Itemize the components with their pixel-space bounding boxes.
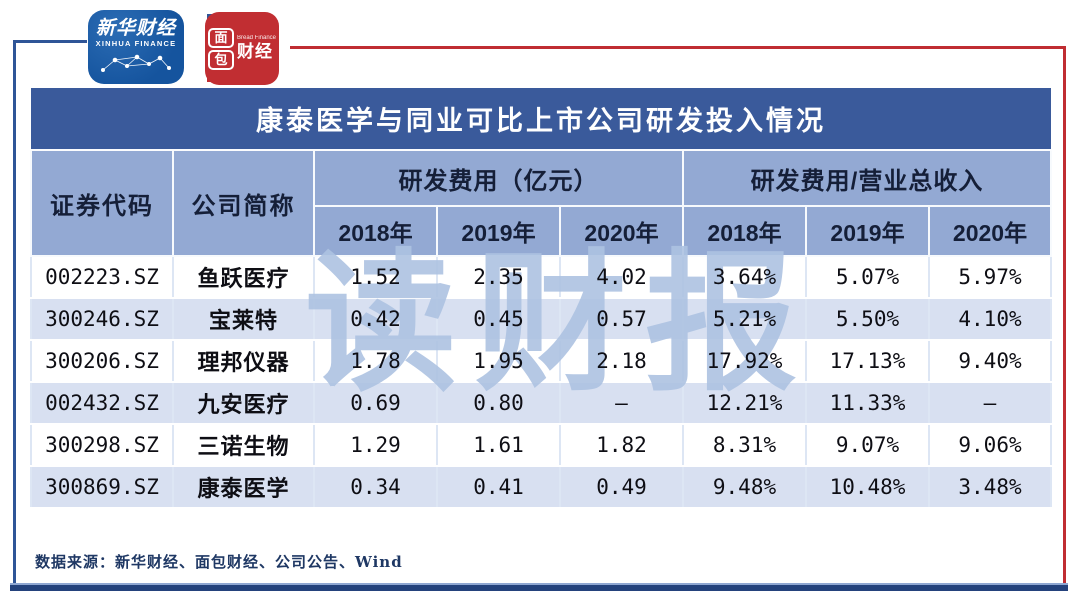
fee-2018-cell: 1.78: [313, 339, 438, 383]
table-year-header-row: 2018年 2019年 2020年 2018年 2019年 2020年: [31, 205, 1052, 257]
company-name-cell: 鱼跃医疗: [172, 255, 315, 299]
xinhua-logo-en-text: XINHUA FINANCE: [95, 39, 177, 48]
fee-2019-cell: 1.95: [436, 339, 561, 383]
fee-2018-cell: 0.69: [313, 381, 438, 425]
fee-2019-cell: 0.41: [436, 465, 561, 509]
fee-2018-cell: 1.29: [313, 423, 438, 467]
company-name-cell: 理邦仪器: [172, 339, 315, 383]
bread-logo-right: Bread Finance 财经: [237, 35, 276, 62]
bread-logo-en-text: Bread Finance: [236, 35, 277, 41]
frame-line-right: [1063, 46, 1066, 586]
fee-2018-cell: 1.52: [313, 255, 438, 299]
company-name-cell: 宝莱特: [172, 297, 315, 341]
table-title: 康泰医学与同业可比上市公司研发投入情况: [31, 88, 1051, 151]
header-ratio-2019: 2019年: [805, 205, 930, 257]
header-fee-2020: 2020年: [559, 205, 684, 257]
xinhua-finance-logo: 新华财经 XINHUA FINANCE: [88, 10, 184, 84]
bread-logo-char-mian: 面: [207, 27, 234, 48]
ratio-2020-cell: 9.06%: [928, 423, 1052, 467]
fee-2020-cell: –: [559, 381, 684, 425]
stock-code-cell: 300298.SZ: [30, 423, 174, 467]
bread-logo-seal: 面 包: [207, 27, 234, 70]
stock-code-cell: 002432.SZ: [30, 381, 174, 425]
fee-2020-cell: 0.49: [559, 465, 684, 509]
company-name-cell: 九安医疗: [172, 381, 315, 425]
table-group-header-row: 证券代码 公司简称 研发费用（亿元） 研发费用/营业总收入: [30, 149, 1052, 257]
header-group-rd-fee: 研发费用（亿元）: [313, 149, 684, 207]
header-group-rd-ratio: 研发费用/营业总收入: [682, 149, 1052, 207]
ratio-2019-cell: 5.50%: [805, 297, 930, 341]
header-ratio-2018: 2018年: [682, 205, 807, 257]
ratio-2018-cell: 8.31%: [682, 423, 807, 467]
ratio-2018-cell: 17.92%: [682, 339, 807, 383]
fee-2020-cell: 0.57: [559, 297, 684, 341]
fee-2019-cell: 0.80: [436, 381, 561, 425]
ratio-2020-cell: 5.97%: [928, 255, 1052, 299]
table-row: 300298.SZ 三诺生物 1.29 1.61 1.82 8.31% 9.07% 9.06%: [30, 423, 1052, 467]
data-source-note: 数据来源：新华财经、面包财经、公司公告、Wind: [35, 553, 403, 571]
frame-line-top-left: [13, 40, 87, 43]
fee-2019-cell: 1.61: [436, 423, 561, 467]
table-row: 300206.SZ 理邦仪器 1.78 1.95 2.18 17.92% 17.13% 9.4…: [30, 339, 1052, 383]
data-table: 康泰医学与同业可比上市公司研发投入情况 证券代码 公司简称 研发费用（亿元） 研…: [30, 88, 1052, 509]
xinhua-logo-cn-text: 新华财经: [95, 17, 176, 39]
table-row: 300869.SZ 康泰医学 0.34 0.41 0.49 9.48% 10.48% 3.48…: [30, 465, 1052, 509]
header-fee-2018: 2018年: [313, 205, 438, 257]
ratio-2018-cell: 3.64%: [682, 255, 807, 299]
header-fee-2019: 2019年: [436, 205, 561, 257]
fee-2018-cell: 0.34: [313, 465, 438, 509]
fee-2020-cell: 2.18: [559, 339, 684, 383]
ratio-2020-cell: 4.10%: [928, 297, 1052, 341]
stock-code-cell: 300246.SZ: [30, 297, 174, 341]
bread-logo-cn-text: 财经: [236, 42, 273, 61]
fee-2019-cell: 0.45: [436, 297, 561, 341]
frame-line-left: [13, 40, 16, 586]
ratio-2019-cell: 9.07%: [805, 423, 930, 467]
stock-code-cell: 300869.SZ: [30, 465, 174, 509]
ratio-2018-cell: 5.21%: [682, 297, 807, 341]
table-title-row: 康泰医学与同业可比上市公司研发投入情况: [31, 88, 1051, 151]
constellation-icon: [101, 54, 171, 72]
ratio-2019-cell: 17.13%: [805, 339, 930, 383]
ratio-2019-cell: 10.48%: [805, 465, 930, 509]
company-name-cell: 三诺生物: [172, 423, 315, 467]
bread-finance-logo: 面 包 Bread Finance 财经: [205, 12, 279, 85]
fee-2018-cell: 0.42: [313, 297, 438, 341]
fee-2019-cell: 2.35: [436, 255, 561, 299]
header-stock-code: 证券代码: [30, 149, 174, 257]
stock-code-cell: 002223.SZ: [30, 255, 174, 299]
table-row: 002223.SZ 鱼跃医疗 1.52 2.35 4.02 3.64% 5.07% 5.97%: [30, 255, 1052, 299]
ratio-2020-cell: 9.40%: [928, 339, 1052, 383]
table-row: 002432.SZ 九安医疗 0.69 0.80–12.21% 11.33% –: [30, 381, 1052, 425]
header-ratio-2020: 2020年: [928, 205, 1052, 257]
ratio-2018-cell: 9.48%: [682, 465, 807, 509]
stock-code-cell: 300206.SZ: [30, 339, 174, 383]
table-body: 002223.SZ 鱼跃医疗 1.52 2.35 4.02 3.64% 5.07% 5.97%…: [30, 255, 1052, 509]
ratio-2020-cell: –: [928, 381, 1052, 425]
company-name-cell: 康泰医学: [172, 465, 315, 509]
bread-logo-char-bao: 包: [207, 49, 234, 70]
fee-2020-cell: 1.82: [559, 423, 684, 467]
frame-line-top-right: [290, 46, 1066, 49]
ratio-2019-cell: 5.07%: [805, 255, 930, 299]
frame-line-bottom: [10, 583, 1068, 591]
ratio-2018-cell: 12.21%: [682, 381, 807, 425]
fee-2020-cell: 4.02: [559, 255, 684, 299]
header-company-name: 公司简称: [172, 149, 315, 257]
table-row: 300246.SZ 宝莱特 0.42 0.45 0.57 5.21% 5.50% 4.10%: [30, 297, 1052, 341]
ratio-2020-cell: 3.48%: [928, 465, 1052, 509]
ratio-2019-cell: 11.33%: [805, 381, 930, 425]
